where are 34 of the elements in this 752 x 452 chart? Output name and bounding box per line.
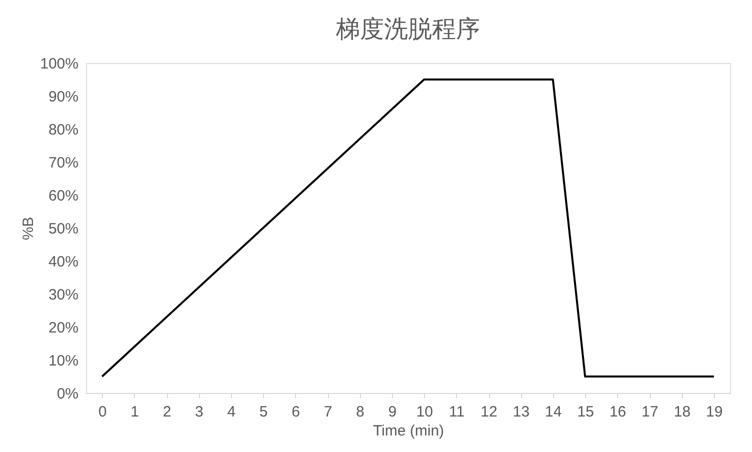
x-tick-label: 17 — [642, 404, 658, 420]
x-tick-label: 7 — [324, 404, 332, 420]
x-tick-label: 13 — [512, 404, 530, 420]
x-tick-label: 3 — [195, 404, 204, 420]
y-tick-label: 60% — [48, 188, 78, 204]
x-tick-label: 8 — [356, 404, 364, 420]
x-axis-title: Time (min) — [372, 422, 444, 440]
y-tick-label: 10% — [48, 352, 78, 370]
x-tick-label: 9 — [388, 404, 397, 420]
x-tick-label: 5 — [259, 404, 268, 420]
y-tick-label: 80% — [48, 122, 78, 138]
x-tick-label: 16 — [609, 404, 626, 420]
y-tick-label: 30% — [48, 286, 78, 304]
x-tick-label: 0 — [98, 404, 107, 420]
y-tick-label: 20% — [48, 320, 78, 336]
x-tick-label: 10 — [416, 404, 433, 420]
x-tick-label: 1 — [130, 404, 139, 420]
x-tick-label: 6 — [292, 404, 300, 420]
x-tick-label: 12 — [480, 404, 498, 420]
y-axis-title: %B — [20, 216, 38, 240]
x-tick-label: 2 — [162, 404, 172, 420]
x-tick-label: 4 — [227, 404, 236, 420]
x-tick-label: 14 — [545, 404, 562, 420]
y-tick-label: 70% — [48, 154, 78, 172]
x-tick-label: 15 — [577, 404, 594, 420]
chart-title: 梯度洗脱程序 — [335, 16, 480, 43]
y-tick-label: 100% — [40, 56, 78, 72]
y-tick-label: 40% — [48, 254, 78, 270]
x-tick-label: 19 — [706, 404, 723, 420]
x-tick-label: 18 — [674, 404, 691, 420]
y-tick-label: 50% — [48, 220, 78, 238]
y-tick-label: 90% — [48, 88, 78, 106]
x-tick-label: 11 — [449, 404, 465, 420]
y-tick-label: 0% — [56, 386, 78, 402]
